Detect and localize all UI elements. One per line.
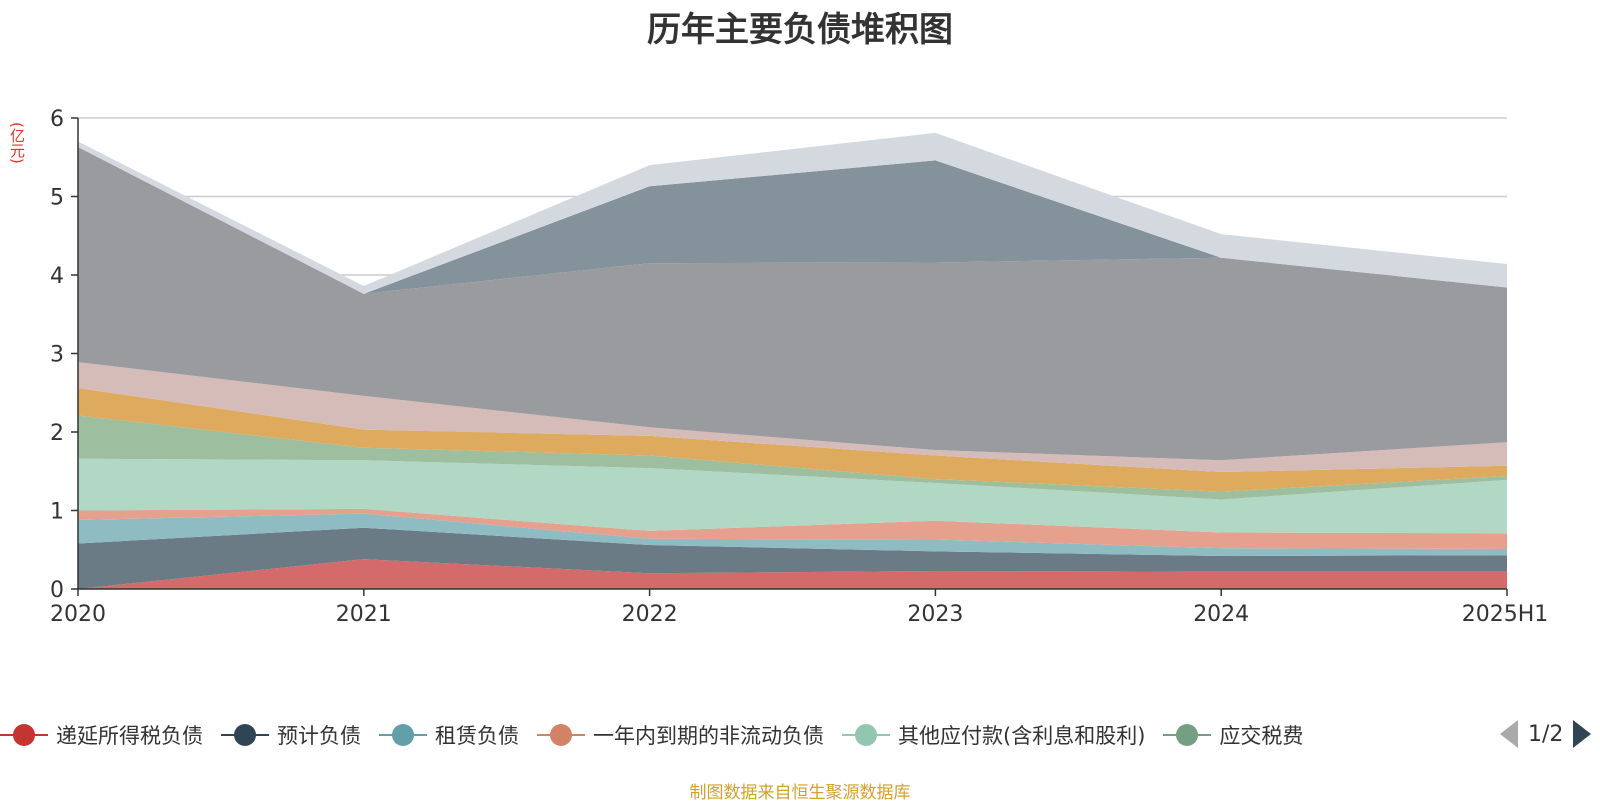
previous-page-icon[interactable] [1500, 720, 1518, 748]
legend-label: 递延所得税负债 [56, 724, 203, 748]
legend-pager: 1/2 [1500, 720, 1592, 748]
x-tick-label: 2024 [1193, 602, 1249, 627]
chart-title: 历年主要负债堆积图 [647, 10, 953, 50]
legend-marker-icon [842, 722, 890, 748]
legend-label: 应交税费 [1219, 724, 1304, 748]
legend-item[interactable]: 租赁负债 [379, 720, 519, 750]
area-series-7 [78, 388, 1507, 492]
y-tick-label: 3 [50, 343, 64, 368]
pager-label: 1/2 [1528, 721, 1564, 747]
legend-label: 一年内到期的非流动负债 [593, 724, 824, 748]
y-tick-label: 1 [50, 500, 64, 525]
y-tick-label: 5 [50, 186, 64, 211]
legend-item[interactable]: 其他应付款(含利息和股利) [842, 720, 1145, 750]
y-tick-label: 6 [50, 107, 64, 132]
legend-marker-icon [537, 722, 585, 748]
legend-label: 租赁负债 [435, 724, 519, 748]
x-tick-label: 2022 [622, 602, 678, 627]
x-tick-label: 2020 [50, 602, 106, 627]
y-axis-unit: (亿元) [8, 122, 26, 164]
area-series-2 [78, 527, 1507, 589]
stacked-area-chart: 0 1 2 3 4 5 6 2020 2021 2022 2023 2024 2025H1 [50, 107, 1548, 627]
x-tick-label: 2023 [907, 602, 963, 627]
y-tick-label: 0 [50, 578, 64, 603]
legend-item[interactable]: 递延所得税负债 [0, 720, 203, 750]
legend: 递延所得税负债 预计负债 租赁负债 一年内到期的非流动负债 其他应付款(含利息和股利) 应… [0, 718, 1600, 752]
x-tick-label: 2025H1 [1462, 602, 1549, 627]
legend-marker-icon [0, 722, 48, 748]
next-page-icon[interactable] [1573, 720, 1592, 748]
area-series-11 [78, 132, 1507, 294]
legend-marker-icon [379, 722, 427, 748]
area-series-1 [78, 559, 1507, 589]
source-note: 制图数据来自恒生聚源数据库 [689, 783, 911, 803]
legend-item[interactable]: 一年内到期的非流动负债 [537, 720, 824, 750]
area-series-5 [78, 458, 1507, 534]
legend-item[interactable]: 预计负债 [221, 720, 361, 750]
axes: 0 1 2 3 4 5 6 2020 2021 2022 2023 2024 2025H1 [50, 107, 1548, 627]
legend-item[interactable]: 应交税费 [1163, 720, 1303, 750]
legend-marker-icon [1163, 722, 1212, 748]
area-series-6 [78, 415, 1507, 500]
legend-marker-icon [221, 722, 269, 748]
x-tick-label: 2021 [336, 602, 392, 627]
area-series-8 [78, 362, 1507, 473]
legend-label: 预计负债 [277, 724, 361, 748]
area-series-9 [78, 147, 1507, 461]
y-tick-label: 4 [50, 264, 64, 289]
area-layer [78, 132, 1507, 589]
area-series-10 [78, 147, 1507, 294]
area-series-3 [78, 513, 1507, 557]
legend-label: 其他应付款(含利息和股利) [898, 724, 1146, 748]
y-tick-label: 2 [50, 421, 64, 446]
area-series-4 [78, 508, 1507, 549]
